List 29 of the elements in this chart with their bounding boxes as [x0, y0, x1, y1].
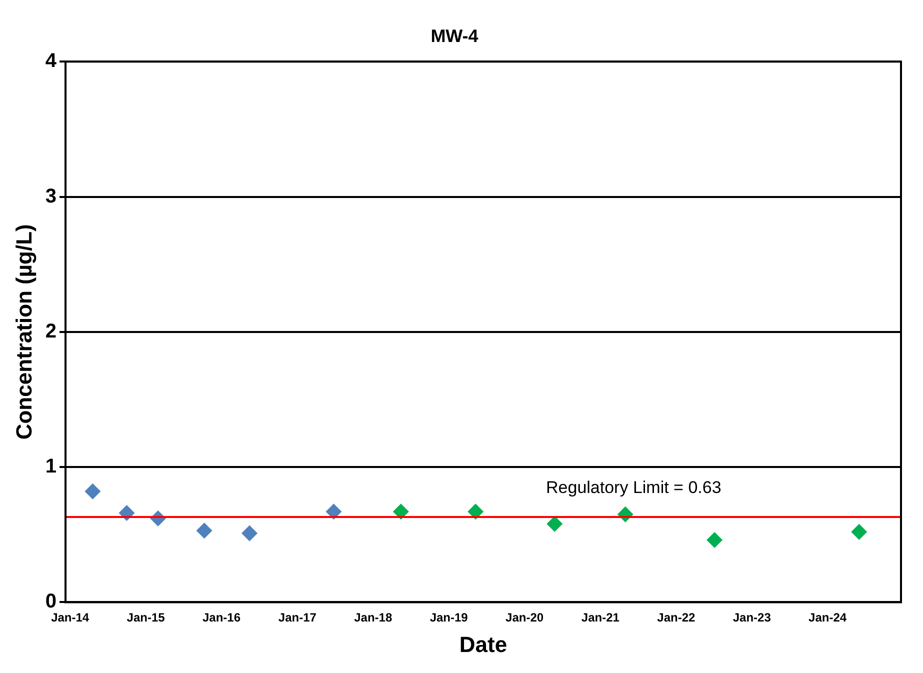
x-tick-label: Jan-19	[430, 610, 468, 625]
y-tick-label: 1	[45, 456, 57, 478]
point	[242, 525, 258, 542]
x-tick-label: Jan-15	[126, 610, 166, 625]
x-tick-label: Jan-14	[51, 610, 90, 625]
chart-title: MW-4	[430, 26, 478, 46]
x-axis-title: Date	[459, 632, 508, 657]
point	[84, 483, 101, 500]
point	[546, 516, 563, 532]
y-axis-title: Concentration (µg/L)	[11, 224, 36, 440]
point	[468, 504, 484, 520]
x-tick-label: Jan-18	[354, 610, 392, 625]
y-tick-label: 3	[45, 185, 57, 208]
x-tick-label: Jan-22	[657, 610, 696, 625]
y-tick-label: 2	[45, 320, 57, 342]
y-tick-label: 4	[45, 50, 58, 72]
point	[196, 522, 212, 539]
x-tick-label: Jan-16	[202, 610, 241, 625]
point	[326, 504, 342, 520]
y-tick-label: 0	[45, 590, 57, 613]
x-tick-label: Jan-20	[506, 610, 544, 625]
point	[392, 504, 409, 520]
x-tick-label: Jan-24	[808, 610, 847, 625]
point	[851, 524, 868, 540]
x-tick-label: Jan-23	[732, 610, 772, 625]
x-tick-label: Jan-21	[581, 610, 620, 625]
point	[706, 532, 723, 548]
ref-line-label: Regulatory Limit = 0.63	[546, 478, 722, 498]
x-tick-label: Jan-17	[278, 610, 317, 625]
